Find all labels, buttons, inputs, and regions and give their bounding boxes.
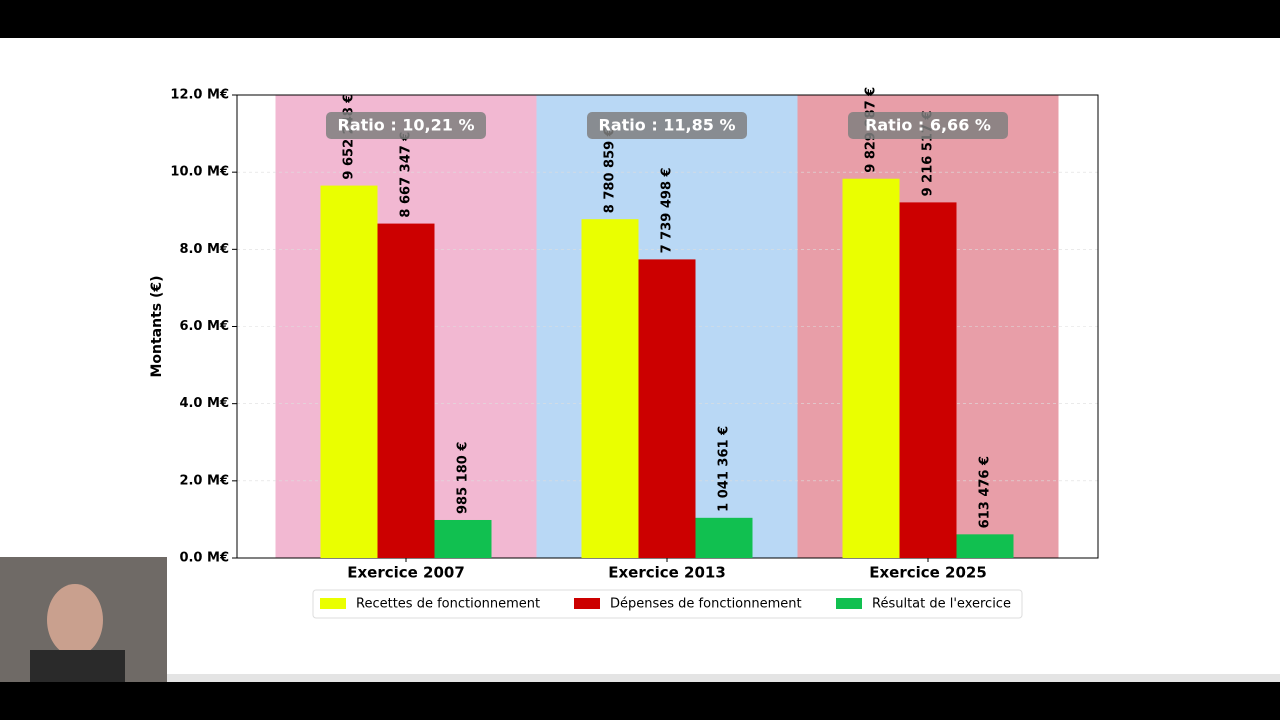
value-label: 8 667 347 € bbox=[399, 132, 414, 218]
y-tick-label: 8.0 M€ bbox=[179, 242, 229, 257]
annotation: Ratio : 11,85 % bbox=[599, 116, 736, 135]
legend-label: Recettes de fonctionnement bbox=[356, 597, 540, 612]
y-tick-label: 12.0 M€ bbox=[170, 88, 229, 103]
x-tick-label: Exercice 2013 bbox=[608, 564, 726, 582]
webcam-face bbox=[47, 584, 103, 656]
value-label: 1 041 361 € bbox=[717, 426, 732, 512]
y-tick-label: 10.0 M€ bbox=[170, 165, 229, 180]
bar bbox=[320, 185, 378, 558]
annotation: Ratio : 6,66 % bbox=[865, 116, 991, 135]
bar bbox=[434, 519, 492, 558]
y-tick-label: 4.0 M€ bbox=[179, 396, 229, 411]
x-tick-label: Exercice 2007 bbox=[347, 564, 465, 582]
value-label: 7 739 498 € bbox=[660, 167, 675, 253]
taskbar bbox=[0, 674, 1280, 682]
legend-box bbox=[312, 589, 1023, 619]
annotation: Ratio : 10,21 % bbox=[338, 116, 475, 135]
legend-swatch bbox=[320, 598, 346, 609]
legend-label: Dépenses de fonctionnement bbox=[610, 597, 802, 612]
bar bbox=[695, 517, 753, 558]
value-label: 985 180 € bbox=[456, 442, 471, 514]
annotation-box bbox=[587, 112, 747, 139]
annotation-box bbox=[848, 112, 1008, 139]
annotation-box bbox=[326, 112, 486, 139]
x-tick-label: Exercice 2025 bbox=[869, 564, 987, 582]
y-axis-label: Montants (€) bbox=[149, 275, 165, 377]
y-tick-label: 6.0 M€ bbox=[179, 319, 229, 334]
legend-label: Résultat de l'exercice bbox=[872, 597, 1011, 612]
legend-swatch bbox=[836, 598, 862, 609]
value-label: 8 780 859 € bbox=[603, 127, 618, 213]
bar bbox=[956, 534, 1014, 558]
bar bbox=[581, 219, 639, 558]
value-label: 613 476 € bbox=[978, 456, 993, 528]
bar bbox=[377, 223, 435, 559]
y-tick-label: 2.0 M€ bbox=[179, 473, 229, 488]
bar bbox=[842, 178, 900, 558]
webcam-body bbox=[30, 650, 125, 682]
bar bbox=[638, 259, 696, 558]
chart: 0.0 M€ 2.0 M€ 4.0 M€ 6.0 M€ 8.0 M€ 10.0 M€ 12.… bbox=[149, 87, 1099, 619]
y-tick-label: 0.0 M€ bbox=[179, 551, 229, 566]
legend-swatch bbox=[574, 598, 600, 609]
bar bbox=[899, 202, 957, 558]
